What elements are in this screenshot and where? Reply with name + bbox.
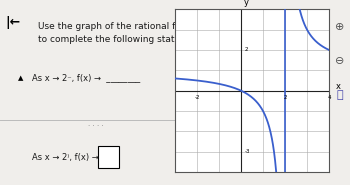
FancyBboxPatch shape xyxy=(98,146,119,168)
Text: -3: -3 xyxy=(244,149,250,154)
Text: ⧉: ⧉ xyxy=(336,90,343,100)
Text: y: y xyxy=(243,0,248,7)
Text: As x → 2⁻, f(x) →  ________: As x → 2⁻, f(x) → ________ xyxy=(32,73,140,82)
Text: |←: |← xyxy=(5,16,20,29)
Text: ▲: ▲ xyxy=(18,75,23,81)
Text: 2: 2 xyxy=(244,47,248,53)
Text: ⊕: ⊕ xyxy=(335,22,344,32)
Text: As x → 2⁾, f(x) →: As x → 2⁾, f(x) → xyxy=(32,153,98,162)
Text: 4: 4 xyxy=(327,95,331,100)
Text: ⊖: ⊖ xyxy=(335,56,344,66)
Text: · · · ·: · · · · xyxy=(88,123,103,129)
Text: -2: -2 xyxy=(194,95,200,100)
Text: x: x xyxy=(335,83,340,92)
Text: 2: 2 xyxy=(283,95,287,100)
Text: Use the graph of the rational function
to complete the following statement.: Use the graph of the rational function t… xyxy=(38,22,210,44)
